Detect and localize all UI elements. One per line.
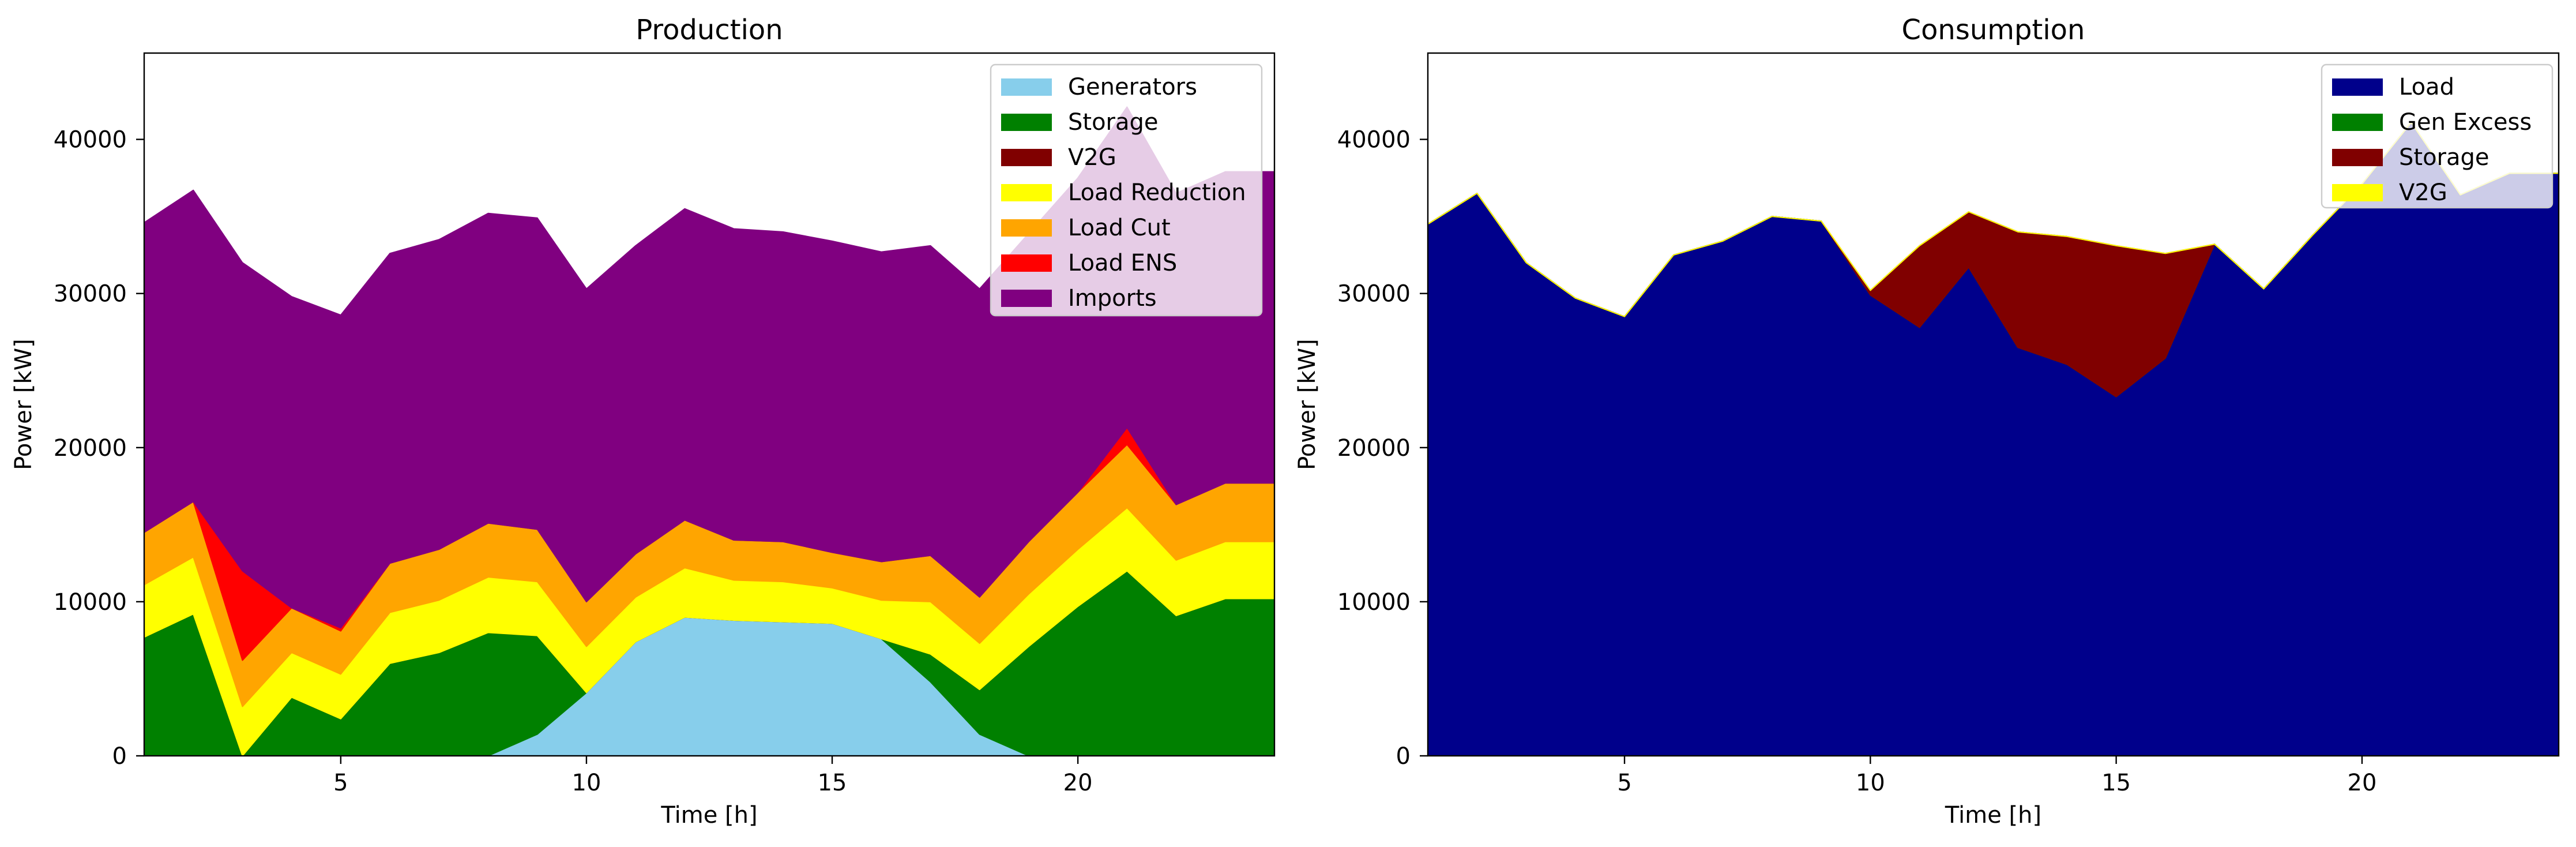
consumption-chart: 5 10 15 20 0 10000 20000 30000 40000 Consumption T… bbox=[1294, 14, 2560, 829]
y-tick-label: 10000 bbox=[54, 589, 127, 616]
production-chart: 5 10 15 20 0 10000 20000 30000 40000 Production Ti… bbox=[10, 14, 1276, 829]
y-tick-label: 20000 bbox=[1337, 435, 1411, 462]
y-tick-label: 40000 bbox=[54, 127, 127, 153]
x-tick-label: 20 bbox=[2348, 770, 2377, 796]
plot-area bbox=[144, 106, 1274, 756]
legend-swatch-v2g bbox=[1001, 149, 1052, 166]
x-axis-label: Time [h] bbox=[660, 802, 757, 829]
legend-label-load: Load bbox=[2399, 74, 2454, 100]
axes-frame bbox=[1427, 52, 2560, 757]
x-tick-label: 10 bbox=[572, 770, 601, 796]
x-tick-label: 15 bbox=[818, 770, 847, 796]
legend-box bbox=[990, 63, 1263, 317]
legend-label-storage: Storage bbox=[2399, 144, 2489, 171]
x-axis-label: Time [h] bbox=[1945, 802, 2041, 829]
legend-label-imports: Imports bbox=[1068, 285, 1157, 312]
chart-title: Production bbox=[635, 14, 783, 46]
chart-title: Consumption bbox=[1902, 14, 2085, 46]
y-tick-label: 0 bbox=[112, 743, 127, 770]
y-tick-label: 0 bbox=[1396, 743, 1411, 770]
x-tick-label: 5 bbox=[333, 770, 348, 796]
axes-frame bbox=[143, 52, 1276, 757]
legend: Load Gen Excess Storage V2G bbox=[2321, 63, 2554, 209]
legend-label-load-ens: Load ENS bbox=[1068, 250, 1177, 276]
legend-swatch-gen-excess bbox=[2332, 114, 2383, 131]
y-axis-label: Power [kW] bbox=[1294, 339, 1321, 470]
legend-label-storage: Storage bbox=[1068, 109, 1159, 136]
x-tick-label: 10 bbox=[1856, 770, 1885, 796]
x-tick-label: 15 bbox=[2101, 770, 2131, 796]
y-tick-label: 20000 bbox=[54, 435, 127, 462]
y-tick-label: 30000 bbox=[1337, 281, 1411, 308]
x-tick-label: 20 bbox=[1063, 770, 1093, 796]
legend-swatch-storage bbox=[2332, 149, 2383, 166]
legend-swatch-imports bbox=[1001, 290, 1052, 307]
legend-label-load-cut: Load Cut bbox=[1068, 215, 1171, 241]
legend-swatch-load-reduction bbox=[1001, 184, 1052, 201]
legend-swatch-generators bbox=[1001, 78, 1052, 96]
legend-swatch-load bbox=[2332, 78, 2383, 96]
legend-box bbox=[2321, 63, 2554, 209]
legend-label-v2g: V2G bbox=[1068, 144, 1116, 171]
legend-swatch-storage bbox=[1001, 114, 1052, 131]
legend-label-generators: Generators bbox=[1068, 74, 1197, 100]
y-tick-label: 10000 bbox=[1337, 589, 1411, 616]
y-axis-label: Power [kW] bbox=[10, 339, 37, 470]
area-imports bbox=[144, 106, 1274, 629]
legend-swatch-v2g bbox=[2332, 184, 2383, 201]
plot-area bbox=[1428, 122, 2559, 756]
y-tick-label: 30000 bbox=[54, 281, 127, 308]
y-tick-label: 40000 bbox=[1337, 127, 1411, 153]
legend: Generators Storage V2G Load Reduction Load C… bbox=[990, 63, 1263, 317]
legend-label-v2g: V2G bbox=[2399, 179, 2447, 206]
legend-label-load-reduction: Load Reduction bbox=[1068, 179, 1246, 206]
legend-swatch-load-cut bbox=[1001, 219, 1052, 237]
area-v2g bbox=[1428, 122, 2559, 317]
legend-label-gen-excess: Gen Excess bbox=[2399, 109, 2532, 136]
x-tick-label: 5 bbox=[1617, 770, 1631, 796]
legend-swatch-load-ens bbox=[1001, 254, 1052, 272]
